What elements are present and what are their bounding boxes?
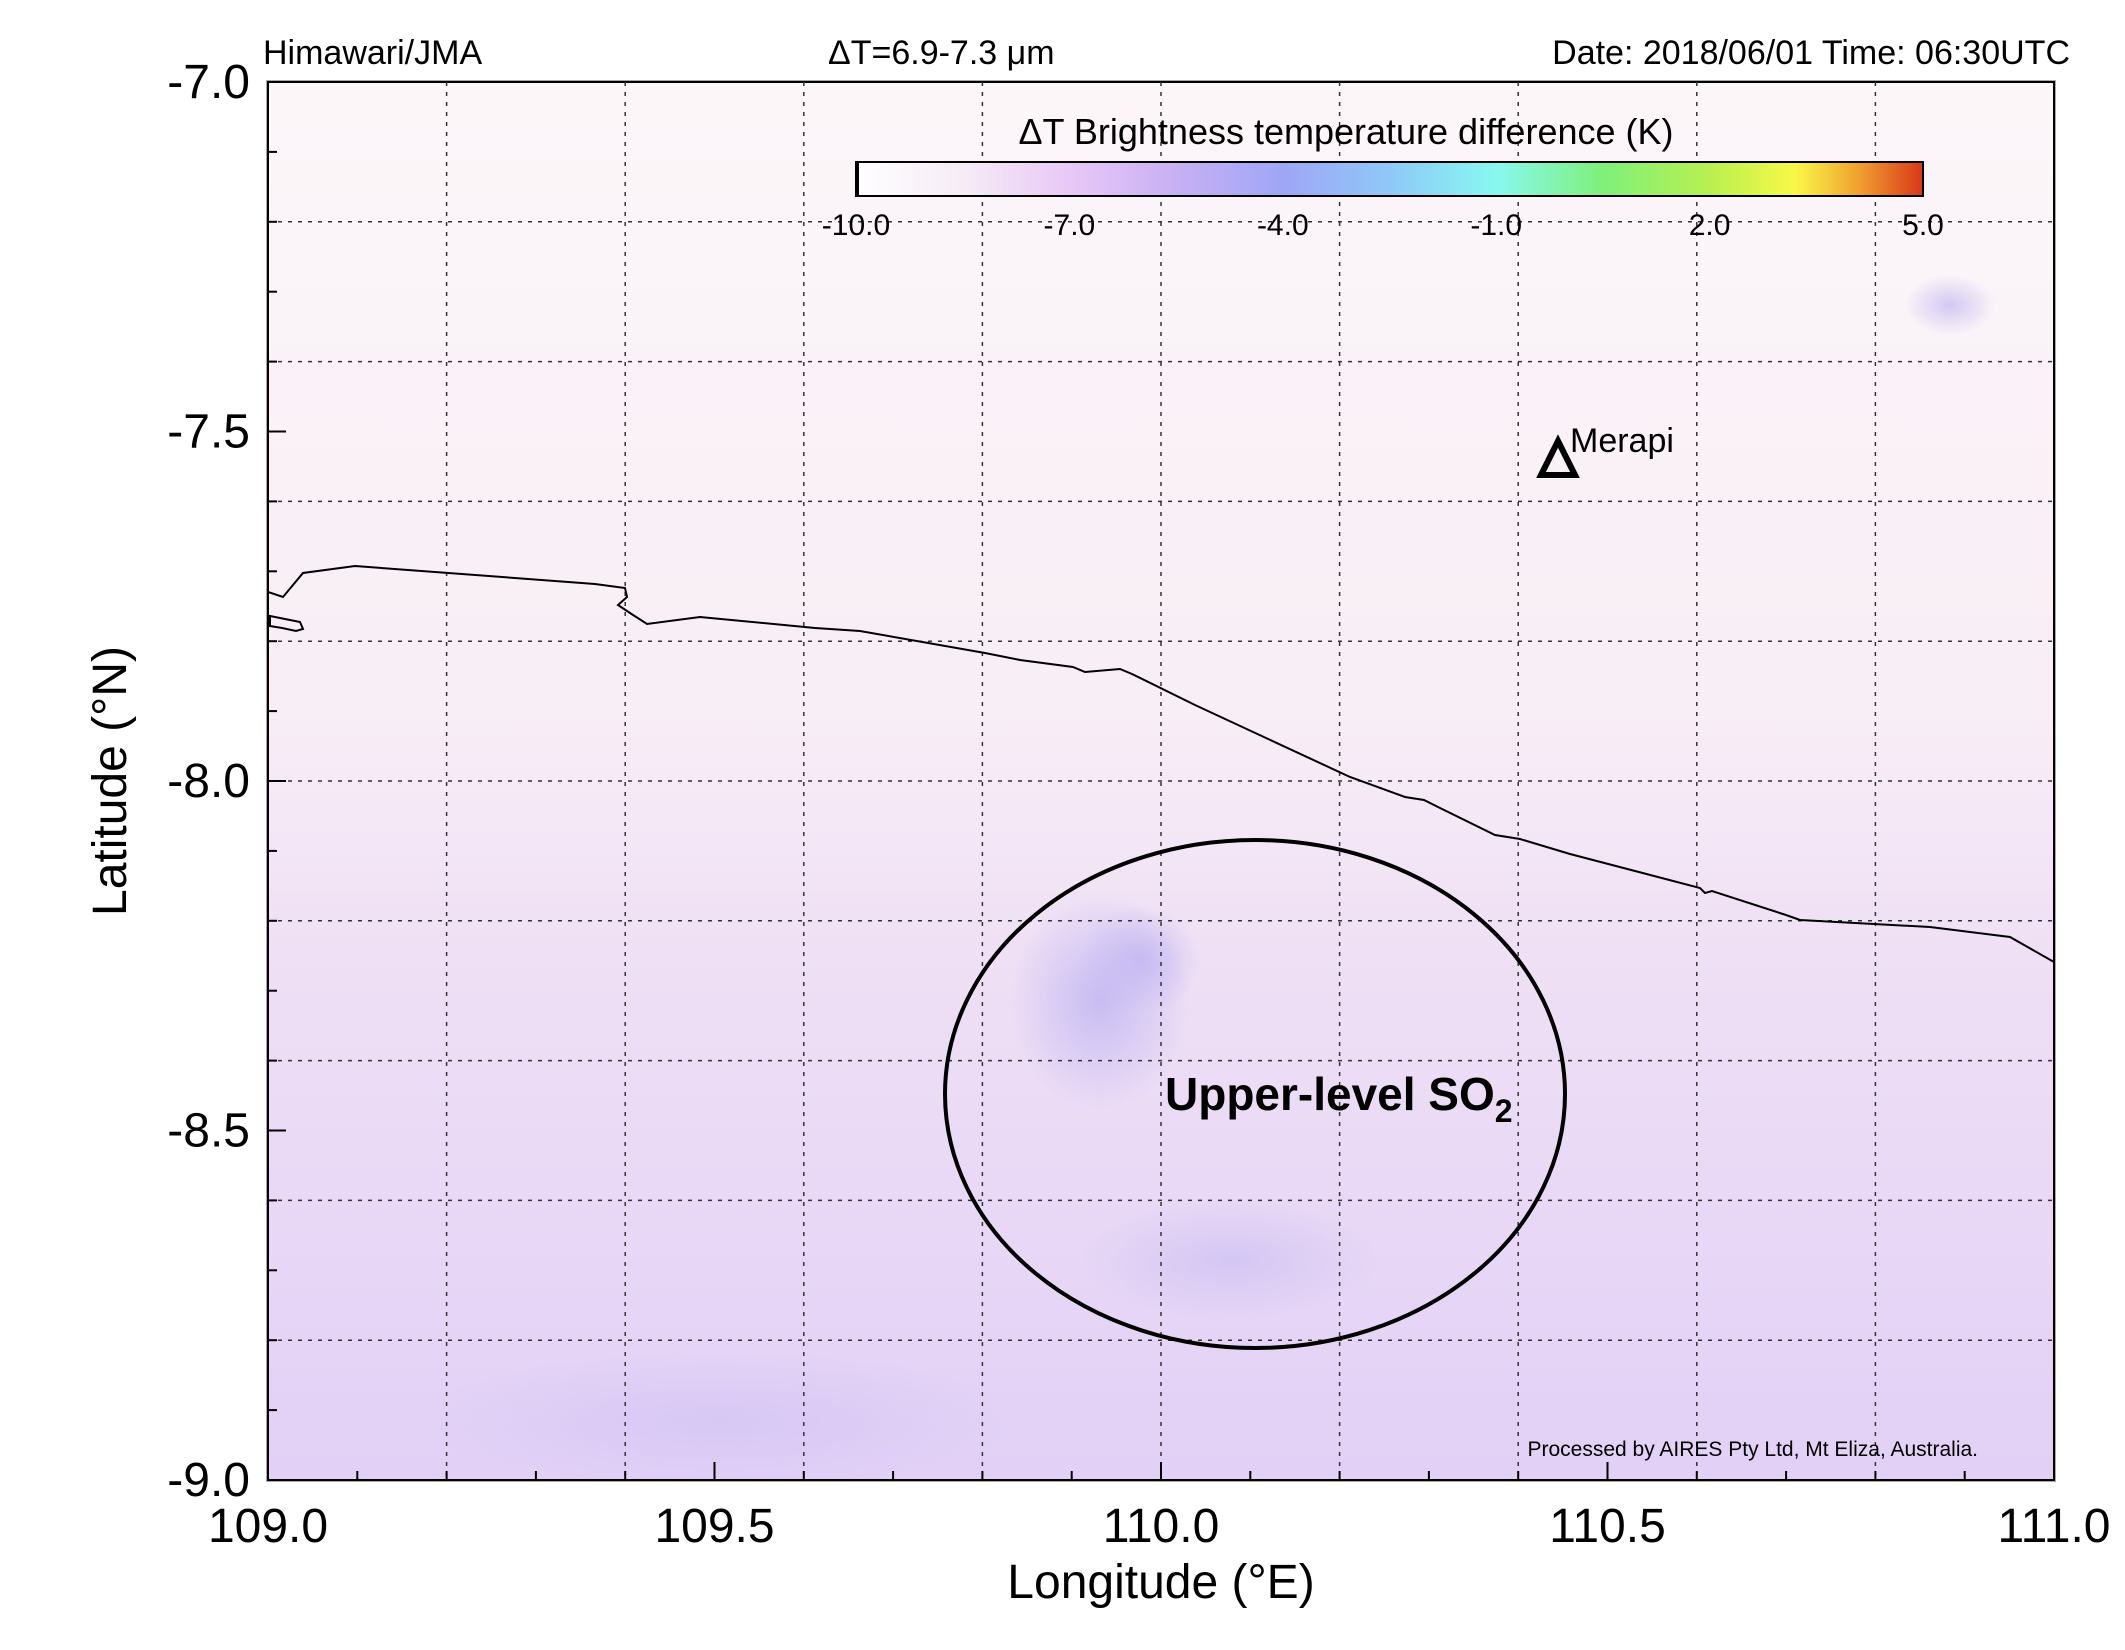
colorbar-tick-label: 2.0	[1689, 209, 1731, 242]
y-tick-label: -9.0	[167, 1454, 250, 1507]
y-tick-label: -7.0	[167, 56, 250, 109]
colorbar-title: ΔT Brightness temperature difference (K)	[1018, 111, 1673, 152]
java-coastline	[268, 564, 2054, 963]
coast-islet	[269, 614, 305, 633]
so2-signal-patch	[1080, 1200, 1380, 1320]
colorbar-tick-label: -4.0	[1257, 209, 1309, 242]
x-tick-label: 109.0	[208, 1500, 328, 1553]
axis-ticks	[267, 81, 2055, 1481]
volcano-label: Merapi	[1570, 422, 1674, 460]
credit-label: Processed by AIRES Pty Ltd, Mt Eliza, Au…	[1527, 1438, 1978, 1461]
colorbar-tick-label: -1.0	[1470, 209, 1522, 242]
volcano-triangle-icon	[1536, 434, 1580, 478]
x-tick-label: 110.5	[1549, 1500, 1666, 1553]
y-tick-label: -8.0	[167, 755, 250, 808]
so2-label-subscript: 2	[1495, 1093, 1513, 1129]
so2-signal-patch	[1905, 275, 1995, 335]
x-tick-label: 110.0	[1103, 1500, 1220, 1553]
x-tick-label: 111.0	[1998, 1500, 2111, 1553]
graticule	[268, 82, 2054, 1480]
so2-label: Upper-level SO2	[1165, 1068, 1513, 1129]
colorbar	[855, 161, 1924, 197]
colorbar-tick-label: -7.0	[1044, 209, 1096, 242]
channel-label: ΔT=6.9-7.3 μm	[828, 34, 1055, 72]
x-axis-title: Longitude (°E)	[1007, 1556, 1314, 1609]
colorbar-tick-label: 5.0	[1902, 209, 1944, 242]
colorbar-tick-label: -10.0	[822, 209, 890, 242]
datetime-label: Date: 2018/06/01 Time: 06:30UTC	[1552, 34, 2070, 72]
x-tick-label: 109.5	[654, 1500, 774, 1553]
colorbar-ticks: -10.0 -7.0 -4.0 -1.0 2.0 5.0	[822, 209, 1944, 242]
so2-circle	[943, 838, 1567, 1350]
y-axis-title: Latitude (°N)	[84, 646, 137, 916]
so2-label-text: Upper-level SO	[1165, 1068, 1495, 1120]
source-label: Himawari/JMA	[263, 34, 482, 72]
y-tick-label: -8.5	[167, 1105, 250, 1158]
so2-signal-patch	[420, 1350, 1020, 1480]
y-tick-label: -7.5	[167, 406, 250, 459]
so2-signal-patch	[1080, 905, 1200, 1015]
